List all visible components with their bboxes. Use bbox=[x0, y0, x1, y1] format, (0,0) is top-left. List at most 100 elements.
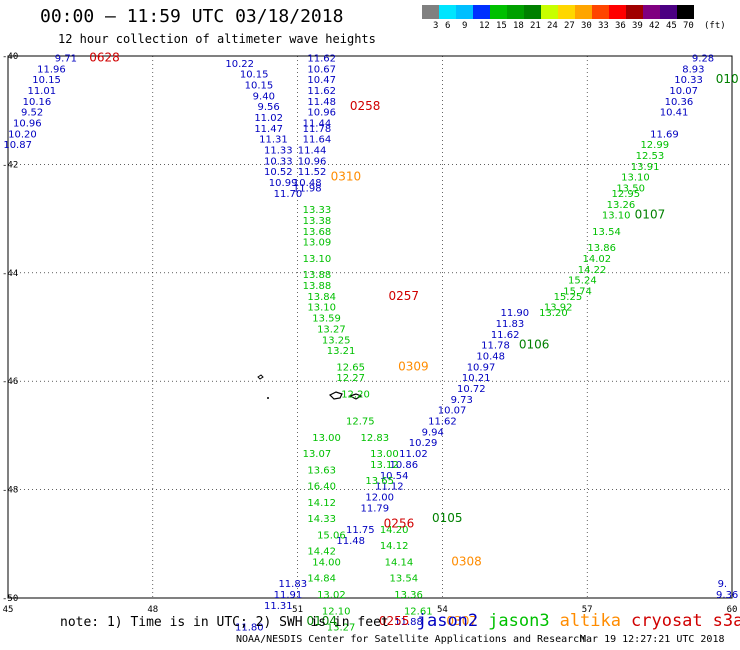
data-label-jason3: 13.86 bbox=[587, 243, 616, 254]
data-label-jason2: 10.36 bbox=[665, 97, 694, 108]
data-label-jason3: 12.61 bbox=[404, 606, 433, 617]
data-label-jason2: 11.48 bbox=[307, 97, 336, 108]
data-label-jason3: 14.14 bbox=[385, 557, 414, 568]
data-label-jason2: 10.54 bbox=[380, 471, 409, 482]
y-tick-label: -50 bbox=[2, 594, 18, 604]
y-tick-label: -40 bbox=[2, 52, 18, 62]
data-label-jason3: 12.83 bbox=[361, 433, 390, 444]
footer-timestamp: Mar 19 12:27:21 UTC 2018 bbox=[580, 634, 725, 645]
data-label-jason3: 14.42 bbox=[307, 547, 336, 558]
data-label-jason2: 10.97 bbox=[467, 362, 496, 373]
colorbar-swatch bbox=[558, 5, 575, 19]
y-tick-label: -46 bbox=[2, 377, 18, 387]
data-label-jason3: 13.84 bbox=[307, 292, 336, 303]
data-label-jason3_passes: 0107 bbox=[635, 208, 666, 222]
x-tick-label: 60 bbox=[727, 605, 738, 615]
data-label-jason3: 12.10 bbox=[322, 606, 351, 617]
data-label-jason3: 13.10 bbox=[303, 254, 332, 265]
colorbar-label: 30 bbox=[581, 21, 592, 31]
colorbar-label: 39 bbox=[632, 21, 643, 31]
data-label-jason3_passes: 0105 bbox=[432, 511, 463, 525]
data-label-jason3: 13.27 bbox=[317, 324, 346, 335]
legend-item-jason2: jason2 bbox=[416, 611, 479, 631]
data-label-jason2: 11.62 bbox=[491, 330, 520, 341]
data-label-jason3: 14.84 bbox=[307, 574, 336, 585]
data-label-jason3: 14.02 bbox=[583, 254, 612, 265]
chart-title: 00:00 – 11:59 UTC 03/18/2018 bbox=[40, 6, 344, 27]
data-label-jason2: 11.83 bbox=[496, 319, 525, 330]
data-label-jason3: 12.27 bbox=[336, 373, 365, 384]
data-label-jason2: 10.47 bbox=[307, 75, 336, 86]
data-label-jason3: 13.10 bbox=[621, 173, 650, 184]
data-label-jason3: 13.12 bbox=[370, 460, 399, 471]
data-label-jason2: 11.52 bbox=[298, 167, 327, 178]
colorbar-swatch bbox=[643, 5, 660, 19]
data-label-jason3: 15.06 bbox=[317, 530, 346, 541]
data-label-jason3: 13.65 bbox=[365, 476, 394, 487]
colorbar-label: 3 bbox=[433, 21, 439, 31]
legend-note: note: 1) Time is in UTC; 2) SWH is in fe… bbox=[60, 615, 389, 630]
colorbar-swatch bbox=[473, 5, 490, 19]
data-label-jason2: 9. bbox=[718, 579, 728, 590]
data-label-jason3: 13.59 bbox=[312, 314, 341, 325]
data-label-jason2: 11.79 bbox=[361, 503, 390, 514]
data-label-jason3: 13.00 bbox=[370, 449, 399, 460]
data-label-jason2: 11.78 bbox=[303, 124, 332, 135]
data-label-jason3: 14.12 bbox=[380, 541, 409, 552]
data-label-jason2: 11.02 bbox=[254, 113, 283, 124]
colorbar-label: 12 bbox=[479, 21, 490, 31]
data-label-jason3: 14.12 bbox=[307, 498, 336, 509]
colorbar-label: 24 bbox=[547, 21, 558, 31]
data-label-jason3: 13.92 bbox=[544, 303, 573, 314]
legend-item-altika: altika bbox=[559, 611, 621, 631]
data-label-jason2: 11.62 bbox=[307, 86, 336, 97]
colorbar-label: 42 bbox=[649, 21, 660, 31]
data-label-jason3: 13.26 bbox=[607, 200, 636, 211]
data-label-jason3: 13.20 bbox=[539, 308, 568, 319]
colorbar-label: 70 bbox=[683, 21, 694, 31]
data-label-cryosat: 0258 bbox=[350, 99, 381, 113]
data-label-jason2: 11.62 bbox=[307, 53, 336, 64]
data-label-jason2: 11.31 bbox=[259, 135, 288, 146]
data-label-jason3: 13.68 bbox=[303, 227, 332, 238]
data-label-jason2: 10.22 bbox=[225, 59, 254, 70]
data-label-jason3: 13.02 bbox=[317, 590, 346, 601]
data-label-jason3: 14.33 bbox=[307, 514, 336, 525]
legend-item-s3a: s3a bbox=[712, 611, 740, 631]
data-label-jason3: 12.75 bbox=[346, 417, 375, 428]
island-outline bbox=[328, 391, 343, 400]
data-label-jason2: 9.56 bbox=[258, 102, 280, 113]
data-label-altika: 0307 bbox=[446, 614, 477, 628]
data-label-cryosat: 0257 bbox=[389, 289, 420, 303]
colorbar-label: 9 bbox=[462, 21, 468, 31]
data-label-jason3: 13.25 bbox=[322, 335, 351, 346]
colorbar-swatch bbox=[609, 5, 626, 19]
data-label-jason2: 10.52 bbox=[264, 167, 293, 178]
data-label-jason3: 13.38 bbox=[303, 216, 332, 227]
data-label-jason2: 9.71 bbox=[55, 53, 77, 64]
data-label-jason2: 10.07 bbox=[669, 86, 698, 97]
x-tick-label: 45 bbox=[3, 605, 14, 615]
data-label-jason2: 10.48 bbox=[476, 352, 505, 363]
data-label-jason3: 12.20 bbox=[341, 389, 370, 400]
data-label-jason2: 11.88 bbox=[394, 617, 423, 628]
colorbar-swatch bbox=[507, 5, 524, 19]
data-label-jason2: 10.16 bbox=[23, 97, 52, 108]
colorbar-label: 27 bbox=[564, 21, 575, 31]
data-label-jason2: 11.90 bbox=[500, 308, 529, 319]
data-label-jason2: 10.96 bbox=[13, 118, 42, 129]
colorbar-swatch bbox=[490, 5, 507, 19]
data-label-jason3_passes: 0104 bbox=[306, 614, 337, 628]
data-label-jason3: 13.00 bbox=[312, 433, 341, 444]
data-label-jason2: 10.72 bbox=[457, 384, 486, 395]
island-outline bbox=[348, 393, 363, 400]
data-label-jason2: 11.44 bbox=[303, 118, 332, 129]
y-tick-label: -44 bbox=[2, 269, 18, 279]
data-label-jason3: 14.22 bbox=[578, 265, 607, 276]
data-label-jason2: 12.00 bbox=[365, 492, 394, 503]
data-label-jason2: 11.80 bbox=[235, 623, 264, 634]
data-label-jason2: 9.36 bbox=[716, 590, 738, 601]
colorbar-swatch bbox=[592, 5, 609, 19]
data-label-jason2: 10.15 bbox=[32, 75, 61, 86]
colorbar-swatch bbox=[524, 5, 541, 19]
